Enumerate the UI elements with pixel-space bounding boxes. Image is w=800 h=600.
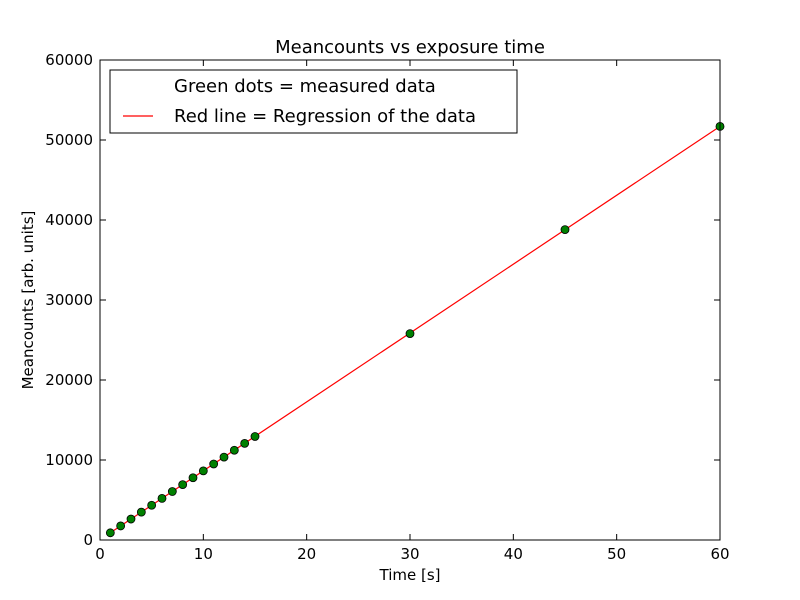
data-point xyxy=(126,514,136,524)
x-tick-label: 20 xyxy=(297,545,316,563)
x-tick-label: 10 xyxy=(194,545,213,563)
y-tick-label: 10000 xyxy=(45,451,93,469)
data-point xyxy=(560,225,570,235)
chart-title: Meancounts vs exposure time xyxy=(275,37,545,58)
x-axis-label: Time [s] xyxy=(379,566,441,584)
x-tick-label: 60 xyxy=(710,545,729,563)
x-tick-label: 30 xyxy=(400,545,419,563)
data-point xyxy=(229,445,239,455)
data-point xyxy=(240,438,250,448)
y-tick-label: 40000 xyxy=(45,211,93,229)
y-tick-label: 60000 xyxy=(45,51,93,69)
legend-label: Green dots = measured data xyxy=(174,76,436,97)
data-point xyxy=(250,432,260,441)
data-point xyxy=(116,521,126,531)
x-tick-label: 50 xyxy=(607,545,626,563)
legend: Green dots = measured data Red line = Reg… xyxy=(109,69,518,134)
data-point xyxy=(136,507,146,517)
data-point xyxy=(178,480,188,490)
y-tick-label: 0 xyxy=(83,531,93,549)
data-point xyxy=(167,487,177,496)
data-point xyxy=(188,473,198,483)
data-point xyxy=(147,500,157,510)
data-point xyxy=(405,329,415,339)
legend-box xyxy=(109,69,518,134)
y-tick-label: 20000 xyxy=(45,371,93,389)
plot-area: 0 10 20 30 40 50 60 0 10000 20000 30000 40000 50000 6… xyxy=(45,51,729,563)
y-tick-label: 30000 xyxy=(45,291,93,309)
data-point xyxy=(105,528,115,538)
y-tick-label: 50000 xyxy=(45,131,93,149)
y-axis-label: Meancounts [arb. units] xyxy=(19,211,37,390)
data-point xyxy=(219,452,229,462)
x-tick-label: 40 xyxy=(504,545,523,563)
data-point xyxy=(198,466,208,476)
x-tick-label: 0 xyxy=(95,545,105,563)
data-point xyxy=(209,459,219,469)
data-point xyxy=(157,493,167,503)
legend-label: Red line = Regression of the data xyxy=(174,106,476,127)
